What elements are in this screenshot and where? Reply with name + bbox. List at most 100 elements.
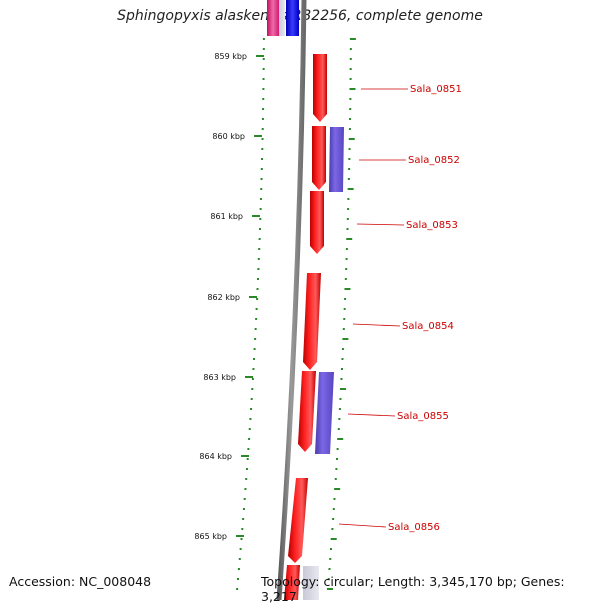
gc-dot (259, 208, 262, 210)
gc-dot (257, 258, 260, 260)
gene-arrow-sala-0854[interactable] (303, 273, 321, 370)
gc-dot (337, 428, 340, 430)
gene-pink-partial[interactable] (267, 0, 279, 36)
gc-dot (261, 128, 264, 130)
gc-dot (247, 448, 250, 450)
gene-arrow-sala-0856[interactable] (288, 478, 308, 563)
gc-dot (333, 498, 336, 500)
gc-dot (346, 238, 353, 240)
gc-dot (241, 528, 244, 530)
map-title: Sphingopyxis alaskensis RB2256, complete… (117, 8, 483, 24)
gene-arrow-bottom-partial[interactable] (284, 565, 300, 600)
gc-dot (262, 38, 265, 40)
gc-dot (261, 158, 264, 160)
gene-block-sala-0855-reverse[interactable] (315, 372, 334, 454)
gc-dot (262, 88, 265, 90)
gc-dot (262, 48, 265, 50)
gc-dot (349, 78, 352, 80)
gc-dot (262, 68, 265, 70)
gene-label-sala-0851[interactable]: Sala_0851 (410, 84, 462, 95)
gene-gray-bottom-partial[interactable] (303, 566, 319, 600)
chromosome-backbone (276, 0, 307, 600)
gc-dot (346, 228, 349, 230)
tick-label: 862 kbp (207, 293, 240, 302)
gc-dot (336, 458, 339, 460)
gc-dot (348, 158, 351, 160)
gc-dot (342, 338, 349, 340)
gc-dot (330, 538, 337, 540)
tick-label: 864 kbp (199, 452, 232, 461)
gc-dot (334, 488, 341, 490)
gc-dot (253, 358, 256, 360)
gc-dot (345, 248, 348, 250)
gene-label-sala-0852[interactable]: Sala_0852 (408, 155, 460, 166)
gc-dot (262, 98, 265, 100)
gc-dot (341, 348, 344, 350)
gc-dot (349, 48, 352, 50)
gc-dot (349, 98, 352, 100)
gc-dot (334, 478, 337, 480)
gc-dot (349, 68, 352, 70)
gc-dot (331, 528, 334, 530)
gc-dot (347, 178, 350, 180)
gc-dot (259, 218, 262, 220)
gc-dot (261, 148, 264, 150)
gene-arrow-sala-0855[interactable] (298, 371, 316, 452)
gc-dot (349, 108, 352, 110)
gc-dot (261, 138, 264, 140)
gc-dot (338, 408, 341, 410)
leader-line-sala-0853 (356, 223, 405, 226)
gc-dot (349, 118, 352, 120)
gc-dot (348, 168, 351, 170)
gc-dot (238, 558, 241, 560)
gene-label-sala-0853[interactable]: Sala_0853 (406, 220, 458, 231)
gc-dot (255, 308, 258, 310)
gc-track-inner (236, 38, 265, 590)
gc-dot (349, 58, 352, 60)
gc-dot (262, 58, 265, 60)
gc-dot (328, 568, 331, 570)
gc-dot (260, 168, 263, 170)
gc-dot (253, 348, 256, 350)
gc-dot (262, 108, 265, 110)
gc-dot (261, 118, 264, 120)
gc-dot (346, 218, 349, 220)
gc-dot (255, 318, 258, 320)
gc-dot (254, 328, 257, 330)
gc-dot (242, 518, 245, 520)
gc-dot (329, 548, 332, 550)
gene-label-sala-0856[interactable]: Sala_0856 (388, 522, 440, 533)
gc-dot (251, 388, 254, 390)
gc-dot (239, 548, 242, 550)
gc-dot (240, 538, 243, 540)
gc-dot (245, 478, 248, 480)
tick-label: 865 kbp (194, 532, 227, 541)
gene-block-sala-0852-reverse[interactable] (329, 127, 344, 192)
gc-dot (332, 508, 335, 510)
gc-dot (256, 298, 259, 300)
gc-dot (249, 418, 252, 420)
tick-label: 860 kbp (212, 132, 245, 141)
gc-dot (335, 468, 338, 470)
gc-dot (246, 458, 249, 460)
gc-dot (260, 178, 263, 180)
gc-dot (337, 438, 344, 440)
gc-dot (326, 588, 333, 590)
gc-dot (245, 468, 248, 470)
gc-dot (343, 318, 346, 320)
gene-label-sala-0855[interactable]: Sala_0855 (397, 411, 449, 422)
gene-label-sala-0854[interactable]: Sala_0854 (402, 321, 454, 332)
gene-arrow-sala-0852[interactable] (312, 126, 326, 190)
gc-dot (236, 588, 239, 590)
gene-blue-partial[interactable] (286, 0, 299, 36)
gc-dot (348, 148, 351, 150)
gc-dot (332, 518, 335, 520)
gc-dot (242, 508, 245, 510)
gene-pink-partial-light (279, 0, 285, 36)
gene-arrow-sala-0853[interactable] (310, 191, 324, 254)
gene-arrow-sala-0851[interactable] (313, 54, 327, 122)
gene-label-group: Sala_0851 Sala_0852 Sala_0853 Sala_0854 … (338, 84, 462, 533)
gc-track-outer (326, 38, 356, 590)
gc-dot (244, 488, 247, 490)
